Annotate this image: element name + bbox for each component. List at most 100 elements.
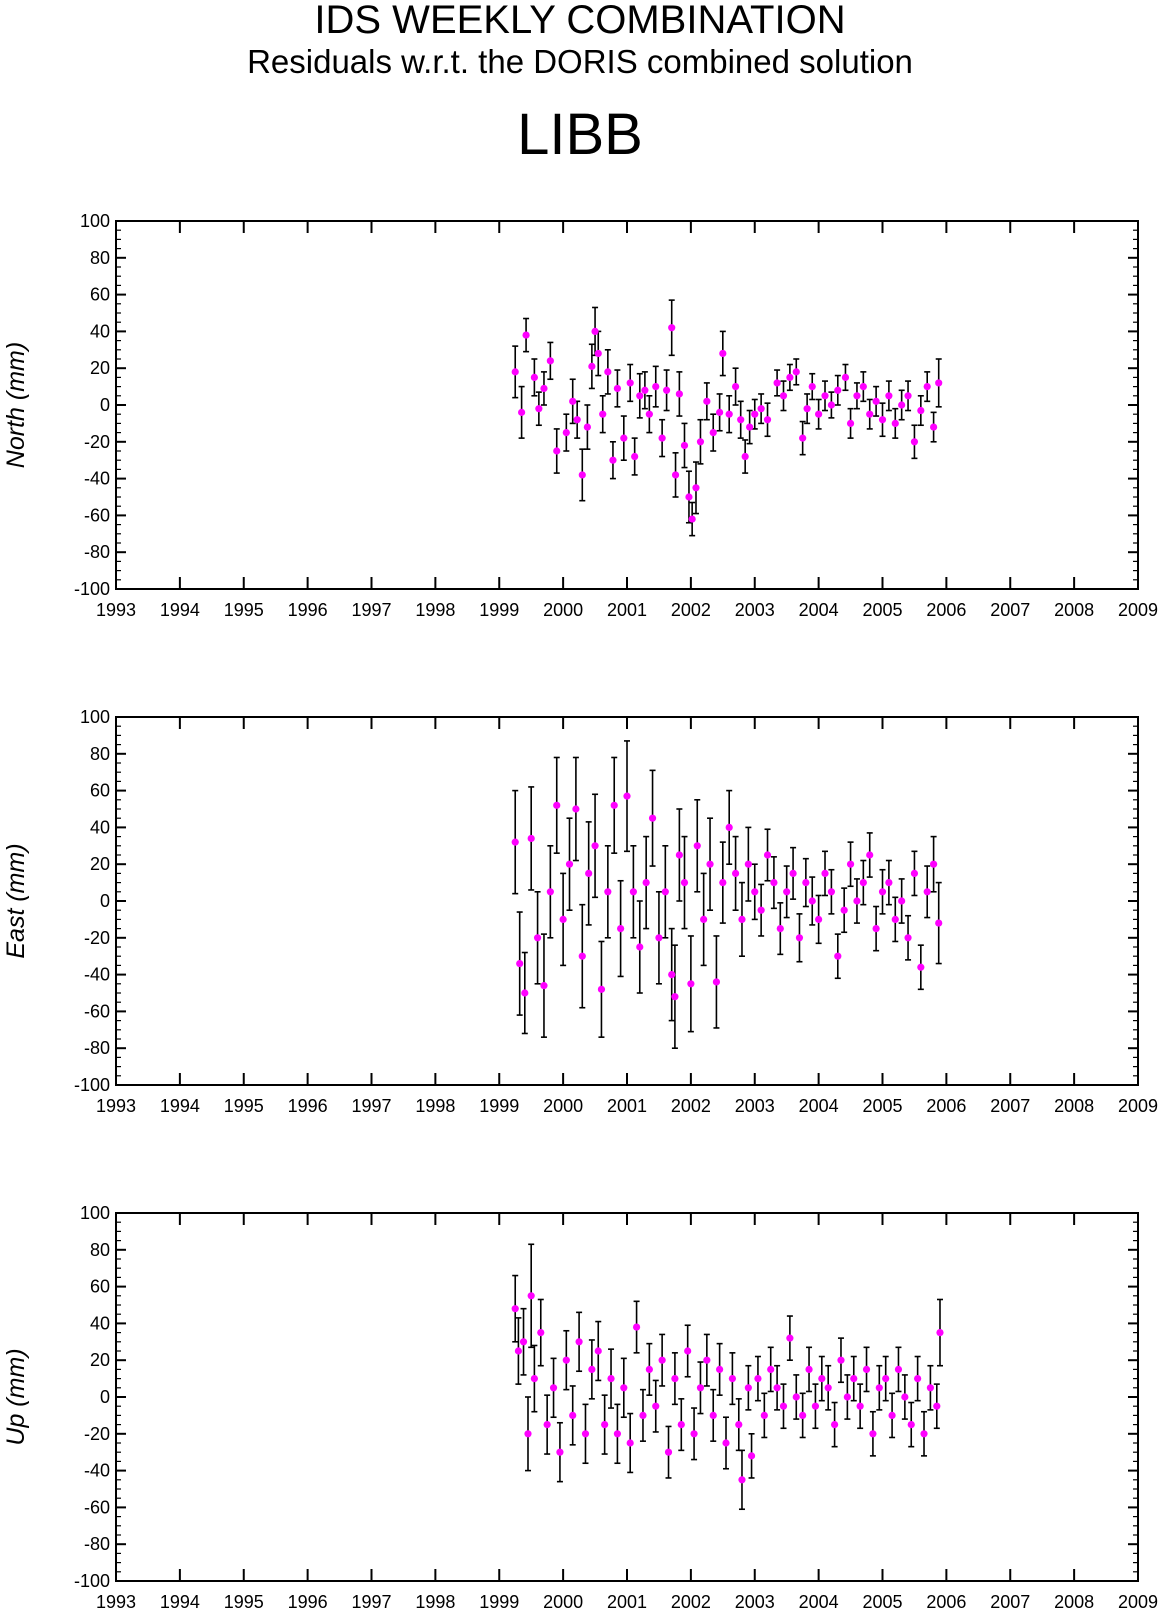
y-tick-label: 100 bbox=[80, 707, 110, 727]
data-point bbox=[578, 952, 586, 960]
data-point bbox=[604, 368, 612, 376]
data-point bbox=[675, 390, 683, 398]
data-point bbox=[516, 959, 524, 968]
data-point bbox=[692, 484, 700, 492]
x-tick-label: 1998 bbox=[415, 1592, 455, 1612]
data-point bbox=[731, 869, 740, 878]
y-tick-label: 80 bbox=[90, 248, 110, 268]
data-point bbox=[569, 397, 577, 405]
data-point bbox=[789, 869, 797, 878]
x-tick-label: 2001 bbox=[607, 1096, 647, 1116]
chart-title: IDS WEEKLY COMBINATION bbox=[314, 0, 846, 42]
data-point bbox=[859, 879, 867, 887]
data-point bbox=[610, 801, 618, 809]
y-tick-label: -60 bbox=[84, 1497, 110, 1517]
data-point bbox=[703, 397, 711, 405]
data-point bbox=[935, 379, 943, 387]
data-point bbox=[661, 888, 669, 896]
data-point bbox=[645, 1365, 653, 1373]
x-tick-label: 2008 bbox=[1054, 1592, 1094, 1612]
x-tick-label: 2004 bbox=[799, 600, 839, 620]
data-point bbox=[866, 851, 874, 859]
data-point bbox=[779, 392, 788, 400]
data-point bbox=[591, 327, 599, 335]
data-point bbox=[581, 1430, 590, 1438]
data-point bbox=[663, 386, 671, 394]
x-tick-label: 2004 bbox=[799, 1096, 839, 1116]
data-point bbox=[824, 1384, 832, 1392]
x-tick-label: 2007 bbox=[990, 1592, 1030, 1612]
data-point bbox=[573, 416, 581, 424]
x-tick-label: 1999 bbox=[479, 1592, 519, 1612]
data-point bbox=[562, 429, 570, 437]
data-point bbox=[818, 1375, 826, 1383]
data-point bbox=[527, 1292, 535, 1300]
data-point bbox=[751, 410, 759, 418]
x-tick-label: 1993 bbox=[96, 1096, 136, 1116]
data-point bbox=[719, 879, 727, 887]
data-point bbox=[578, 471, 586, 479]
x-tick-label: 2004 bbox=[799, 1592, 839, 1612]
data-point bbox=[878, 416, 887, 424]
data-point bbox=[773, 1384, 781, 1392]
data-point bbox=[757, 405, 765, 413]
data-point bbox=[655, 934, 663, 942]
data-point bbox=[688, 515, 696, 523]
data-point bbox=[885, 392, 893, 400]
data-point bbox=[792, 1393, 800, 1401]
x-tick-label: 2005 bbox=[862, 1096, 902, 1116]
data-point bbox=[834, 952, 842, 960]
data-point bbox=[712, 978, 721, 986]
data-point bbox=[882, 1375, 890, 1383]
y-tick-label: 80 bbox=[90, 744, 110, 764]
data-point bbox=[891, 419, 899, 427]
data-point bbox=[840, 906, 848, 914]
data-point bbox=[923, 383, 931, 391]
y-tick-label: 100 bbox=[80, 1203, 110, 1223]
y-tick-label: -60 bbox=[84, 1001, 110, 1021]
y-tick-label: 60 bbox=[90, 781, 110, 801]
x-tick-label: 1997 bbox=[351, 1592, 391, 1612]
data-point bbox=[585, 869, 593, 878]
data-point bbox=[737, 416, 745, 424]
data-point bbox=[744, 860, 752, 868]
data-point bbox=[609, 456, 617, 464]
data-point bbox=[773, 379, 781, 387]
error-bars bbox=[512, 1243, 943, 1511]
data-point bbox=[696, 438, 705, 446]
data-point bbox=[597, 985, 606, 993]
data-point bbox=[741, 452, 749, 461]
data-point bbox=[693, 842, 701, 850]
data-point bbox=[604, 888, 612, 896]
y-tick-label: -20 bbox=[84, 1424, 110, 1444]
data-point bbox=[853, 897, 861, 905]
data-point bbox=[735, 1421, 743, 1429]
data-point bbox=[645, 410, 653, 418]
data-point bbox=[792, 368, 800, 376]
x-tick-label: 1995 bbox=[224, 600, 264, 620]
data-point bbox=[690, 1430, 698, 1438]
data-point bbox=[540, 982, 548, 990]
y-tick-label: 60 bbox=[90, 1277, 110, 1297]
x-tick-label: 1997 bbox=[351, 1096, 391, 1116]
data-point bbox=[519, 1338, 528, 1346]
data-point bbox=[642, 879, 650, 887]
panel-north: -100 -80 -60 -40 -20 0 20 40 60 80 100 1993 1994 1995… bbox=[2, 211, 1158, 620]
data-point bbox=[620, 434, 628, 442]
data-point bbox=[680, 879, 689, 887]
data-point bbox=[546, 357, 554, 365]
data-point bbox=[779, 1402, 788, 1410]
data-point bbox=[728, 1375, 736, 1383]
data-point bbox=[594, 1347, 602, 1355]
data-point bbox=[588, 362, 596, 370]
data-point bbox=[668, 324, 676, 332]
data-point bbox=[588, 1365, 596, 1373]
data-point bbox=[613, 1430, 622, 1438]
data-point bbox=[639, 1411, 647, 1419]
data-point bbox=[631, 452, 639, 461]
data-point bbox=[652, 383, 660, 391]
y-axis-label: North (mm) bbox=[2, 342, 30, 468]
data-point bbox=[898, 897, 906, 905]
data-point bbox=[846, 860, 855, 868]
